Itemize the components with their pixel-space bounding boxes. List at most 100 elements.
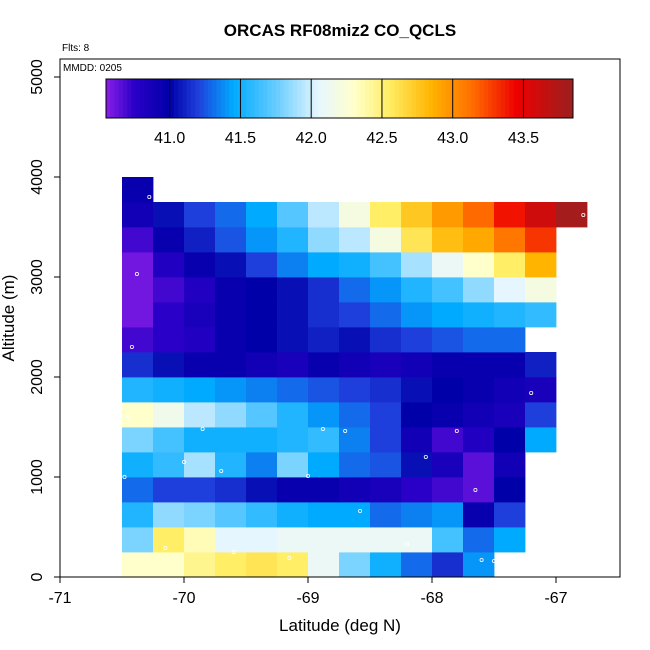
heatmap-cell xyxy=(277,302,309,328)
heatmap-cell xyxy=(339,302,371,328)
heatmap-cell xyxy=(494,502,526,528)
heatmap-cell xyxy=(494,352,526,378)
heatmap-cell xyxy=(122,327,154,353)
colorbar-segment xyxy=(106,79,111,118)
heatmap-cell xyxy=(246,202,278,228)
heatmap-cell xyxy=(153,377,185,403)
heatmap-cell xyxy=(215,477,247,503)
heatmap-cell xyxy=(370,427,402,453)
colorbar-segment xyxy=(250,79,256,118)
heatmap-cell xyxy=(494,277,526,303)
colorbar-segment xyxy=(479,79,485,118)
colorbar-segment xyxy=(407,79,413,118)
heatmap-cell xyxy=(246,302,278,328)
x-axis-label: Latitude (deg N) xyxy=(279,616,401,635)
heatmap-cell xyxy=(401,402,433,428)
heatmap-cell xyxy=(153,552,185,578)
observation-point xyxy=(219,468,224,473)
heatmap-cell xyxy=(277,552,309,578)
heatmap-cell xyxy=(401,452,433,478)
colorbar-segment xyxy=(207,79,213,118)
colorbar-segment xyxy=(526,79,532,118)
heatmap-cell xyxy=(277,452,309,478)
heatmap-cell xyxy=(122,527,154,553)
heatmap-cell xyxy=(308,277,340,303)
heatmap-cell xyxy=(122,477,154,503)
colorbar-segment xyxy=(224,79,230,118)
colorbar-segment xyxy=(241,79,247,118)
heatmap-cell xyxy=(370,527,402,553)
heatmap-cell xyxy=(432,527,464,553)
colorbar-segment xyxy=(437,79,442,118)
heatmap-cell xyxy=(184,227,216,253)
observation-point xyxy=(473,487,478,492)
heatmap-cell xyxy=(525,427,557,453)
heatmap-cell xyxy=(153,252,185,278)
heatmap-cell xyxy=(153,477,185,503)
colorbar-segment xyxy=(271,79,277,118)
heatmap-cell xyxy=(525,377,557,403)
colorbar-segment xyxy=(267,79,273,118)
colorbar-segment xyxy=(551,79,557,118)
observation-point xyxy=(122,474,127,479)
colorbar-segment xyxy=(530,79,536,118)
heatmap-cell xyxy=(277,477,309,503)
heatmap-cell xyxy=(432,552,464,578)
colorbar-segment xyxy=(131,79,137,118)
y-axis-label: Altitude (m) xyxy=(0,275,18,362)
heatmap-cell xyxy=(494,477,526,503)
colorbar-segment xyxy=(386,79,391,118)
observation-point xyxy=(479,558,484,563)
heatmap-cell xyxy=(153,302,185,328)
heatmap-cell xyxy=(215,452,247,478)
date-annotation: MMDD: 0205 xyxy=(63,63,122,74)
heatmap-cell xyxy=(184,277,216,303)
colorbar-segment xyxy=(275,79,281,118)
heatmap-cell xyxy=(246,527,278,553)
heatmap-cell xyxy=(339,452,371,478)
observation-point xyxy=(129,344,134,349)
heatmap-cell xyxy=(370,352,402,378)
heatmap-cell xyxy=(525,202,557,228)
heatmap-cell xyxy=(463,202,495,228)
y-tick-label: 5000 xyxy=(29,59,46,95)
colorbar-segment xyxy=(114,79,120,118)
observation-point xyxy=(147,194,152,199)
heatmap-cell xyxy=(339,552,371,578)
heatmap-cell xyxy=(277,227,309,253)
colorbar-segment xyxy=(398,79,404,118)
colorbar-segment xyxy=(560,79,566,118)
colorbar-segment xyxy=(322,79,328,118)
heatmap-cell xyxy=(494,227,526,253)
colorbar-tick-label: 41.0 xyxy=(154,130,185,147)
heatmap-cell xyxy=(463,502,495,528)
heatmap-cell xyxy=(401,502,433,528)
heatmap-cell xyxy=(215,352,247,378)
colorbar-segment xyxy=(288,79,294,118)
heatmap-cell xyxy=(184,402,216,428)
colorbar-segment xyxy=(339,79,345,118)
heatmap-cell xyxy=(308,477,340,503)
colorbar-segment xyxy=(466,79,472,118)
heatmap-cell xyxy=(432,377,464,403)
heatmap-cell xyxy=(370,277,402,303)
heatmap-cell xyxy=(246,477,278,503)
colorbar-segment xyxy=(258,79,264,118)
heatmap-cell xyxy=(463,452,495,478)
heatmap-cell xyxy=(153,352,185,378)
heatmap-cell xyxy=(215,327,247,353)
heatmap-cell xyxy=(401,477,433,503)
colorbar-segment xyxy=(394,79,400,118)
heatmap-cell xyxy=(339,502,371,528)
colorbar-segment xyxy=(152,79,158,118)
heatmap-cell xyxy=(246,452,278,478)
heatmap-cell xyxy=(432,352,464,378)
observation-point xyxy=(405,542,410,547)
heatmap-cell xyxy=(339,227,371,253)
heatmap-cell xyxy=(432,477,464,503)
colorbar-segment xyxy=(471,79,476,118)
observation-points xyxy=(122,194,586,564)
heatmap-cell xyxy=(432,277,464,303)
heatmap-cell xyxy=(463,352,495,378)
heatmap-cell xyxy=(494,402,526,428)
